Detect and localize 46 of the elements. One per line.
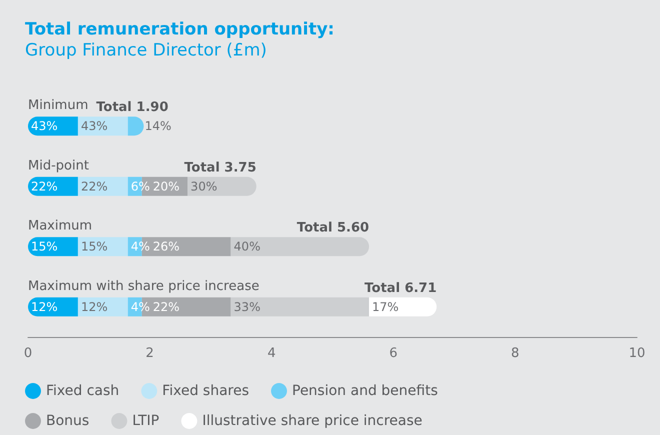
bar — [78, 297, 128, 316]
annotation: 6% — [130, 179, 150, 194]
y-tick-label: Maximum — [28, 218, 92, 234]
legend-label: Fixed cash — [46, 383, 120, 399]
y-tick-label: Maximum with share price increase — [28, 278, 260, 294]
annotation: 4% — [130, 240, 150, 254]
annotation: 20% — [152, 179, 180, 194]
x-tick-label: 2 — [146, 346, 154, 361]
annotation: 30% — [190, 179, 218, 194]
bar — [188, 176, 256, 196]
x-tick-label: 6 — [389, 346, 398, 361]
annotation: 43% — [80, 119, 108, 134]
y-tick-label: Minimum — [28, 98, 88, 114]
annotation: 15% — [80, 240, 108, 254]
total-label: Total 1.90 — [96, 100, 168, 116]
annotation: 22% — [31, 179, 58, 194]
annotation: 22% — [152, 300, 180, 314]
bar — [230, 237, 370, 256]
chart-title: Total remuneration opportunity: — [25, 20, 334, 40]
total-label: Total 5.60 — [296, 220, 370, 236]
x-tick-label: 4 — [267, 346, 276, 361]
legend-label: Illustrative share price increase — [202, 413, 422, 429]
y-tick-label: Mid-point — [28, 158, 89, 174]
annotation: 26% — [152, 240, 180, 254]
total-label: Total 3.75 — [184, 160, 256, 176]
legend-label: LTIP — [132, 413, 160, 429]
annotation: 40% — [234, 240, 260, 254]
annotation: 43% — [31, 119, 58, 134]
annotation: 14% — [144, 119, 172, 134]
legend-label: Bonus — [46, 413, 90, 429]
legend-label: Pension and benefits — [292, 383, 438, 399]
chart-subtitle: Group Finance Director (£m) — [25, 40, 267, 60]
x-tick-label: 10 — [628, 346, 646, 361]
annotation: 17% — [372, 300, 399, 314]
bar — [230, 297, 370, 316]
annotation: 4% — [130, 300, 150, 314]
legend-label: Fixed shares — [162, 383, 250, 399]
annotation: 22% — [80, 179, 108, 194]
bar — [369, 297, 437, 316]
annotation: 33% — [234, 300, 260, 314]
x-tick-label: 8 — [511, 346, 520, 361]
total-label: Total 6.71 — [364, 280, 437, 296]
annotation: 12% — [31, 300, 58, 314]
x-tick-label: 0 — [24, 346, 32, 361]
annotation: 12% — [80, 300, 108, 314]
annotation: 15% — [31, 240, 58, 254]
